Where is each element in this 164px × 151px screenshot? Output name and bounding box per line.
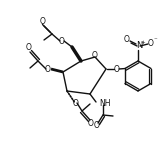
Text: NH: NH [99,98,111,108]
Text: ⁻: ⁻ [153,37,157,43]
Text: O: O [88,119,94,127]
Text: O: O [45,64,51,74]
Text: O: O [148,39,154,48]
Text: O: O [59,37,65,45]
Text: O: O [92,51,98,61]
Text: O: O [73,98,79,108]
Text: N: N [136,42,142,50]
Text: +: + [140,40,145,45]
Text: O: O [124,34,130,43]
Text: O: O [26,43,32,53]
Text: O: O [94,122,100,130]
Text: O: O [114,64,120,74]
Text: O: O [40,18,46,26]
